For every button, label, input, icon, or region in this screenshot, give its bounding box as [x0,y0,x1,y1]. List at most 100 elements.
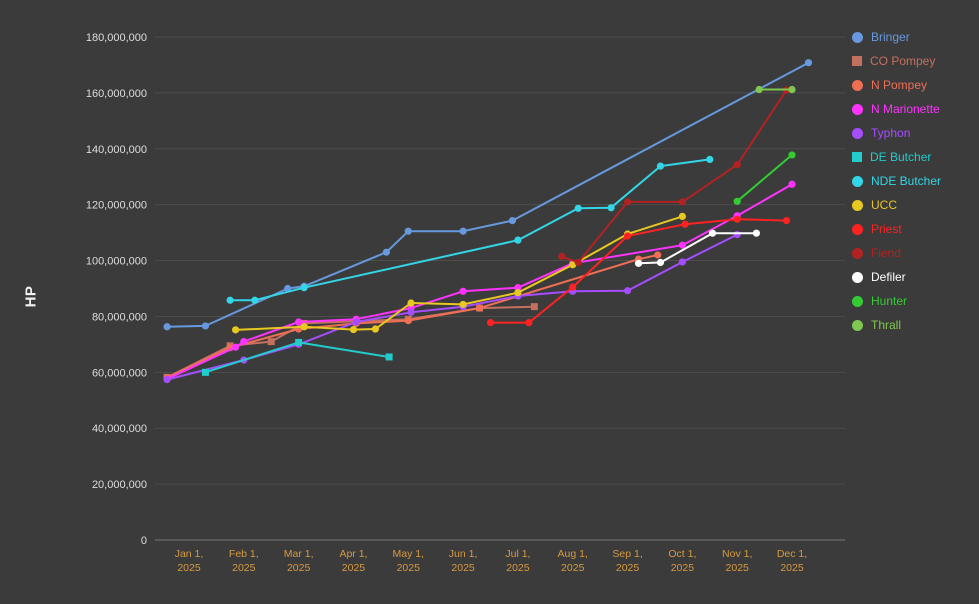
legend-label: Defiler [871,270,906,284]
series-point-defiler [634,259,643,267]
legend-item-defiler[interactable]: Defiler [852,265,941,289]
series-point-ucc [569,261,577,269]
legend-marker-icon [852,127,863,139]
series-point-n-marionette [295,318,303,326]
legend-marker-icon [852,103,863,115]
series-point-nde-butcher [706,155,714,163]
legend-label: N Marionette [871,102,940,116]
series-point-n-marionette [678,241,686,249]
x-tick-label: Jan 1, [175,548,204,560]
series-point-ucc [300,323,308,331]
series-point-bringer [404,227,412,235]
series-point-ucc [371,325,379,333]
legend-label: CO Pompey [870,54,936,68]
series-point-nde-butcher [607,204,615,212]
series-point-n-pompey [475,304,484,312]
y-tick-label: 160,000,000 [86,88,147,100]
legend-item-co-pompey[interactable]: CO Pompey [852,49,941,73]
legend-item-de-butcher[interactable]: DE Butcher [852,145,941,169]
legend-label: UCC [871,198,897,212]
series-line-nde-butcher [229,158,711,302]
series-point-co-pompey [267,338,275,346]
legend-marker-icon [852,79,863,91]
x-tick-label: Mar 1, [284,548,314,560]
x-tick-label: Apr 1, [339,548,367,560]
series-point-n-marionette [231,343,240,351]
series-point-defiler [752,229,760,237]
x-tick-label: 2025 [397,562,421,574]
y-tick-label: 20,000,000 [92,479,147,491]
legend-marker-icon [852,175,863,187]
series-point-ucc [514,289,522,297]
legend-item-thrall[interactable]: Thrall [852,313,941,337]
x-tick-label: 2025 [616,562,640,574]
series-line-n-marionette [166,183,793,380]
legend-marker-icon [852,31,863,43]
legend-item-nde-butcher[interactable]: NDE Butcher [852,169,941,193]
series-point-bringer [459,227,467,235]
series-line-hunter [736,153,793,203]
legend-item-n-marionette[interactable]: N Marionette [852,97,941,121]
legend-marker-icon [852,56,862,66]
series-point-thrall [788,85,796,94]
series-point-hunter [788,151,796,159]
legend-label: Typhon [871,126,911,140]
y-tick-label: 180,000,000 [86,32,147,44]
legend-marker-icon [852,199,863,211]
x-tick-label: 2025 [561,562,585,574]
legend-label: DE Butcher [870,150,932,164]
series-point-bringer [163,323,171,331]
series-point-fiend [678,198,686,206]
legend-item-hunter[interactable]: Hunter [852,289,941,313]
series-point-n-marionette [788,180,796,188]
series-point-bringer [804,59,813,67]
x-tick-label: Aug 1, [558,548,588,560]
series-point-n-marionette [459,287,467,295]
y-tick-label: 40,000,000 [92,423,147,435]
y-tick-label: 60,000,000 [92,367,147,379]
legend-marker-icon [852,295,863,307]
y-tick-label: 100,000,000 [86,256,147,268]
legend-item-priest[interactable]: Priest [852,217,941,241]
x-tick-label: 2025 [287,562,311,574]
series-point-fiend [733,161,741,169]
series-point-nde-butcher [514,236,522,244]
legend-marker-icon [852,319,863,331]
series-point-bringer [284,284,292,293]
series-point-typhon [163,375,171,384]
series-point-typhon [407,308,415,316]
series-point-co-pompey [530,303,538,311]
legend-label: N Pompey [871,78,928,92]
series-point-defiler [656,258,665,267]
legend-label: Fiend [871,246,902,260]
series-point-fiend [623,198,632,206]
y-tick-label: 0 [141,535,147,547]
series-point-n-pompey [404,317,412,325]
series-point-nde-butcher [300,284,308,292]
series-line-ucc [234,215,684,331]
legend-item-n-pompey[interactable]: N Pompey [852,73,941,97]
legend-label: Hunter [871,294,908,308]
x-tick-label: 2025 [232,562,256,574]
legend-item-ucc[interactable]: UCC [852,193,941,217]
series-point-bringer [508,216,517,225]
legend-item-fiend[interactable]: Fiend [852,241,941,265]
legend-label: NDE Butcher [871,174,942,188]
y-axis-title: HP [22,285,40,308]
series-point-n-pompey [654,251,662,259]
x-tick-label: 2025 [780,562,804,574]
x-tick-label: Jun 1, [449,548,478,560]
series-point-fiend [558,252,566,260]
y-tick-label: 80,000,000 [92,311,147,323]
series-point-ucc [231,326,240,334]
series-point-priest [733,215,741,223]
series-point-nde-butcher [251,296,259,304]
legend-label: Priest [871,222,902,236]
legend-item-bringer[interactable]: Bringer [852,25,941,49]
x-tick-label: Dec 1, [777,548,807,560]
x-tick-label: 2025 [177,562,201,574]
legend-item-typhon[interactable]: Typhon [852,121,941,145]
series-point-ucc [407,299,415,307]
